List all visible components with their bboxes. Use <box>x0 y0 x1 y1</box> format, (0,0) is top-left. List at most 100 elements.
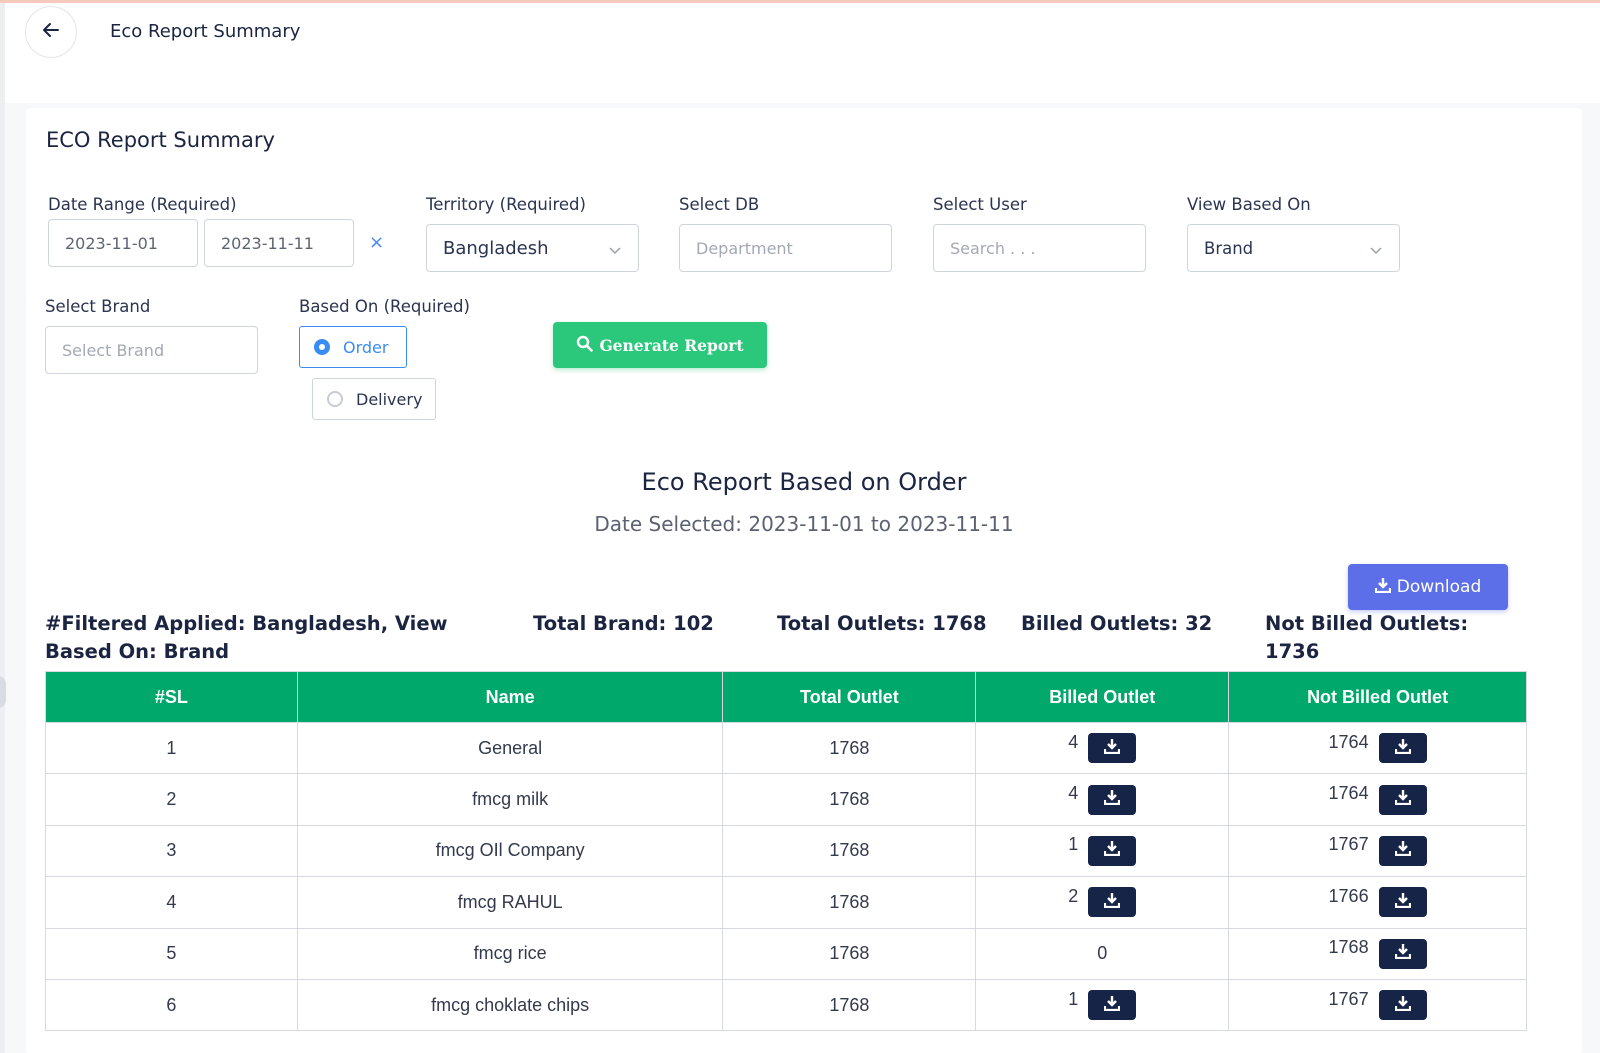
not-billed-outlet-value: 1766 <box>1328 885 1369 906</box>
download-icon <box>1104 995 1121 1016</box>
date-range-label: Date Range (Required) <box>48 195 237 214</box>
cell-billed-outlet: 1 <box>975 824 1230 878</box>
not-billed-outlet-cell: 1766 <box>1328 885 1427 918</box>
brand-select[interactable]: Select Brand <box>45 326 258 374</box>
select-user-label: Select User <box>933 195 1027 214</box>
date-from-input[interactable]: 2023-11-01 <box>48 219 198 267</box>
card-title: ECO Report Summary <box>46 128 275 152</box>
generate-report-label: Generate Report <box>599 335 744 355</box>
billed-outlet-cell: 1 <box>1068 988 1137 1021</box>
download-billed-button[interactable] <box>1088 887 1137 918</box>
not-billed-outlet-cell: 1767 <box>1329 989 1427 1021</box>
download-not-billed-button[interactable] <box>1378 733 1427 764</box>
chevron-down-icon <box>1369 242 1383 261</box>
cell-total-outlet: 1768 <box>722 876 977 929</box>
arrow-left-icon <box>41 20 61 44</box>
view-based-on-value: Brand <box>1204 238 1254 258</box>
scroll-edge-handle[interactable] <box>0 676 6 708</box>
download-not-billed-button[interactable] <box>1378 784 1427 815</box>
db-select[interactable]: Department <box>679 224 892 272</box>
radio-delivery[interactable]: Delivery <box>312 378 436 420</box>
download-not-billed-button[interactable] <box>1378 990 1427 1021</box>
not-billed-outlet-cell: 1764 <box>1329 732 1427 764</box>
download-icon <box>1394 943 1411 964</box>
not-billed-outlet-value: 1767 <box>1328 834 1369 855</box>
back-button[interactable] <box>25 6 77 58</box>
download-billed-button[interactable] <box>1088 990 1137 1021</box>
download-label: Download <box>1396 577 1482 597</box>
report-card: ECO Report Summary Date Range (Required)… <box>26 108 1582 1053</box>
cell-not-billed-outlet: 1767 <box>1228 824 1527 878</box>
clear-date-icon[interactable]: × <box>369 232 385 253</box>
column-header-total-outlet: Total Outlet <box>722 671 977 723</box>
billed-outlet-value: 0 <box>1097 943 1108 964</box>
cell-sl: 4 <box>45 876 298 929</box>
billed-outlet-value: 4 <box>1068 731 1079 752</box>
radio-order-label: Order <box>343 337 389 357</box>
cell-not-billed-outlet: 1766 <box>1228 876 1527 929</box>
cell-total-outlet: 1768 <box>722 978 977 1032</box>
cell-sl: 2 <box>45 773 298 826</box>
not-billed-outlet-value: 1764 <box>1328 783 1369 804</box>
not-billed-outlet-value: 1768 <box>1328 937 1369 958</box>
select-db-label: Select DB <box>679 195 760 214</box>
report-title: Eco Report Based on Order <box>641 468 967 496</box>
search-icon <box>576 335 594 356</box>
cell-billed-outlet: 4 <box>975 721 1230 775</box>
download-icon <box>1394 995 1411 1016</box>
cell-not-billed-outlet: 1767 <box>1228 978 1527 1032</box>
download-icon <box>1104 892 1121 913</box>
cell-total-outlet: 1768 <box>722 824 977 878</box>
table-body: 1 General 1768 4 1764 2 fmcg milk 1768 4 1764 3 fmc… <box>45 721 1527 1032</box>
cell-name: fmcg OIl Company <box>296 824 724 878</box>
cell-billed-outlet: 4 <box>975 773 1230 826</box>
table-header-row: #SL Name Total Outlet Billed Outlet Not … <box>45 671 1527 723</box>
total-brand-stat: Total Brand: 102 <box>533 612 714 635</box>
cell-total-outlet: 1768 <box>722 721 977 775</box>
left-edge <box>0 3 5 1053</box>
cell-billed-outlet: 1 <box>975 978 1230 1032</box>
billed-outlet-cell: 1 <box>1068 834 1137 866</box>
cell-total-outlet: 1768 <box>722 927 977 980</box>
radio-checked-icon <box>314 339 330 355</box>
cell-not-billed-outlet: 1764 <box>1228 773 1527 826</box>
billed-outlet-value: 1 <box>1068 988 1079 1009</box>
download-button[interactable]: Download <box>1348 564 1508 610</box>
cell-not-billed-outlet: 1768 <box>1228 927 1527 980</box>
download-billed-button[interactable] <box>1088 835 1137 866</box>
territory-select[interactable]: Bangladesh <box>426 224 639 272</box>
download-not-billed-button[interactable] <box>1378 835 1427 866</box>
report-date-subtitle: Date Selected: 2023-11-01 to 2023-11-11 <box>594 512 1014 536</box>
table-row: 2 fmcg milk 1768 4 1764 <box>45 773 1527 826</box>
column-header-billed-outlet: Billed Outlet <box>975 671 1230 723</box>
cell-name: fmcg milk <box>296 773 724 826</box>
table-row: 4 fmcg RAHUL 1768 2 1766 <box>45 876 1527 929</box>
cell-sl: 5 <box>45 927 298 980</box>
territory-label: Territory (Required) <box>426 195 586 214</box>
user-search-input[interactable]: Search . . . <box>933 224 1146 272</box>
view-based-on-label: View Based On <box>1187 195 1311 214</box>
billed-outlets-stat: Billed Outlets: 32 <box>1021 612 1213 635</box>
territory-value: Bangladesh <box>443 237 549 259</box>
cell-name: fmcg choklate chips <box>296 978 724 1032</box>
cell-name: General <box>296 721 724 775</box>
download-icon <box>1104 840 1121 861</box>
generate-report-button[interactable]: Generate Report <box>553 322 767 368</box>
billed-outlet-value: 2 <box>1068 885 1079 906</box>
download-not-billed-button[interactable] <box>1378 887 1427 918</box>
radio-order[interactable]: Order <box>299 326 407 368</box>
billed-outlet-cell: 4 <box>1068 731 1137 764</box>
download-icon <box>1104 738 1121 759</box>
view-based-on-select[interactable]: Brand <box>1187 224 1400 272</box>
column-header-sl: #SL <box>45 671 298 723</box>
filtered-applied-text: #Filtered Applied: Bangladesh, View Base… <box>45 612 448 663</box>
download-icon <box>1104 789 1121 810</box>
column-header-not-billed-outlet: Not Billed Outlet <box>1228 671 1527 723</box>
billed-outlet-cell: 4 <box>1068 783 1137 815</box>
date-to-input[interactable]: 2023-11-11 <box>204 219 354 267</box>
download-billed-button[interactable] <box>1088 733 1137 764</box>
download-billed-button[interactable] <box>1088 784 1137 815</box>
cell-name: fmcg rice <box>296 927 724 980</box>
download-icon <box>1374 577 1391 598</box>
download-not-billed-button[interactable] <box>1378 938 1427 969</box>
